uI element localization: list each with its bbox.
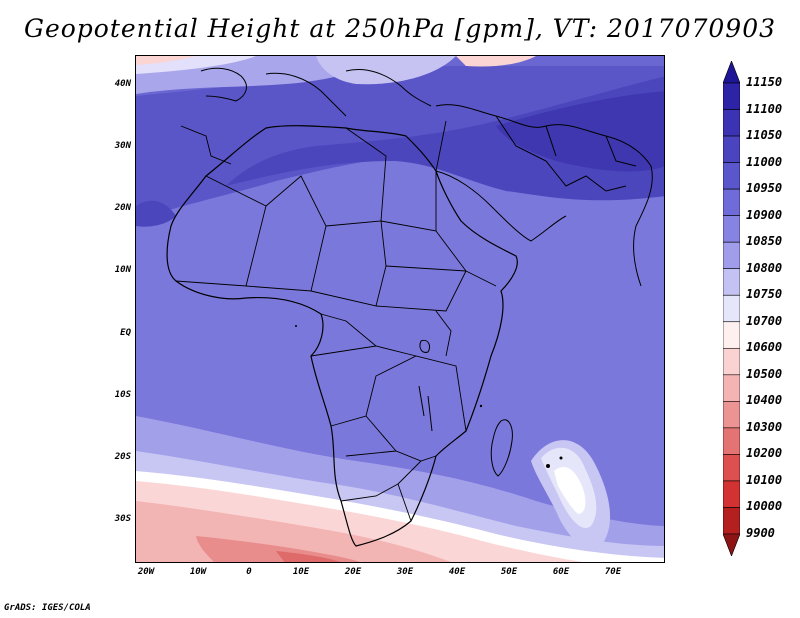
colorbar-swatch [723,533,740,556]
colorbar-swatch [723,109,740,137]
height-field-10700-east [554,466,586,514]
colorbar-label: 10600 [746,340,783,355]
height-field-10300 [276,551,341,562]
lakes [418,339,433,432]
colorbar-label: 10400 [746,393,783,408]
height-field-11050 [226,76,664,201]
colorbar-swatch [723,294,740,323]
colorbar-label: 11150 [746,75,783,89]
lon-label-50e: 50E [500,567,518,577]
colorbar-label: 10700 [746,313,783,328]
lon-label-30e: 30E [396,567,414,577]
height-field-10400 [196,536,361,562]
colorbar-label: 11050 [746,128,783,143]
colorbar-label: 10900 [746,207,783,222]
lon-label-0: 0 [246,567,252,577]
lon-label-20e: 20E [344,567,362,577]
colorbar-swatch [723,427,740,455]
colorbar-swatch [723,480,740,508]
lat-label-10n: 10N [114,265,131,275]
colorbar-swatch [723,347,740,376]
madagascar [490,419,513,477]
grads-credit: GrADS: IGES/COLA [4,603,91,613]
colorbar-swatch [723,268,740,296]
colorbar-label: 10850 [746,234,783,249]
lat-label-30n: 30N [114,141,131,151]
colorbar-swatch [723,162,740,190]
lat-label-10s: 10S [114,390,131,400]
lon-label-40e: 40E [448,567,466,577]
eurasia-coastline [200,67,653,287]
colorbar-swatch [723,401,740,429]
lat-label-eq: EQ [120,328,131,338]
colorbar-swatch [723,241,740,270]
colorbar-swatch [723,215,740,243]
colorbar-swatch [723,321,740,349]
map-frame [135,55,665,563]
height-field-west-11050 [136,200,176,227]
height-field-10600-nw [136,56,196,65]
lat-label-20s: 20S [114,452,131,462]
colorbar-label: 10000 [746,499,783,514]
lat-label-40n: 40N [114,79,131,89]
colorbar-swatch [723,61,740,84]
height-field-10600-n [456,56,536,67]
colorbar-label: 10100 [746,472,783,487]
colorbar-label: 11100 [746,101,783,116]
lon-label-70e: 70E [604,567,622,577]
map-canvas [136,56,664,562]
colorbar-label: 10800 [746,260,783,275]
height-field-10800-n [316,56,456,85]
islands [295,325,563,468]
lon-label-20w: 20W [137,567,155,577]
country-borders [175,120,497,522]
map-title: Geopotential Height at 250hPa [gpm], VT:… [23,14,777,43]
colorbar-swatch [723,454,740,482]
colorbar-swatch [723,135,740,163]
colorbar-label: 10200 [746,446,783,461]
lon-label-60e: 60E [552,567,570,577]
colorbar-label: 10300 [746,419,783,434]
colorbar-swatch [723,188,740,216]
colorbar-swatch [723,374,740,402]
colorbar-swatch [723,507,740,535]
height-field-11100 [496,91,664,172]
lon-label-10e: 10E [292,567,310,577]
colorbar-label: 9900 [746,526,775,540]
colorbar-label: 10950 [746,181,783,196]
lat-label-30s: 30S [114,514,131,524]
colorbar-swatch [723,82,740,110]
colorbar [723,61,740,556]
colorbar-label: 10500 [746,366,783,381]
lon-label-10w: 10W [189,567,207,577]
colorbar-label: 10750 [746,287,783,302]
lat-label-20n: 20N [114,203,131,213]
colorbar-label: 11000 [746,154,783,169]
